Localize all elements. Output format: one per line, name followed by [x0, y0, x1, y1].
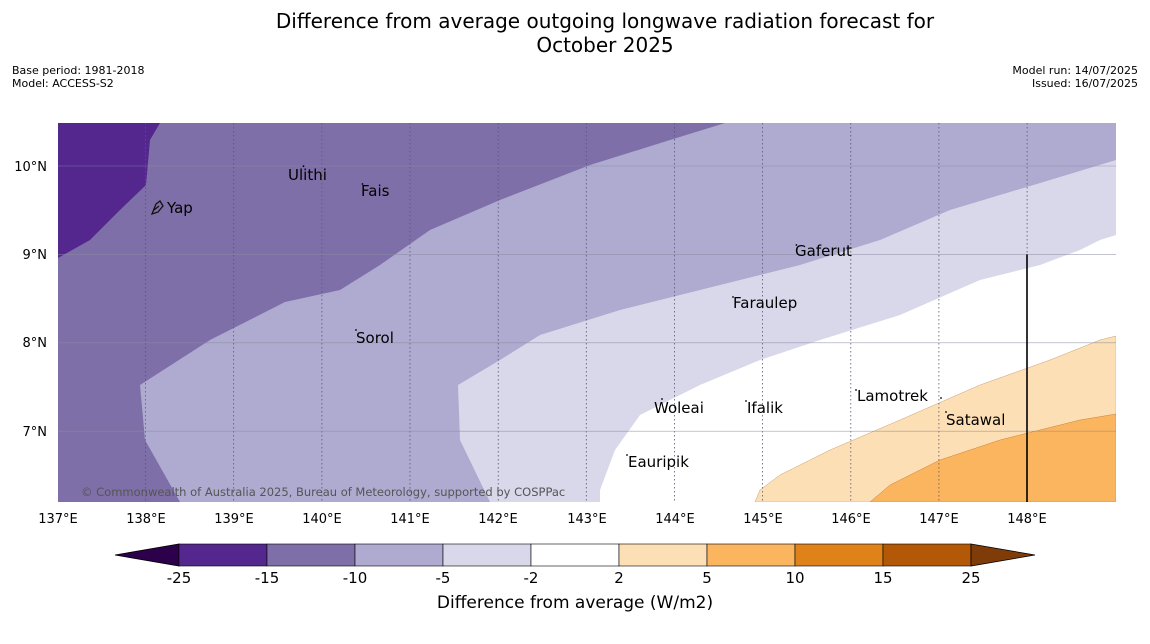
model-run: Model run: 14/07/2025: [1012, 64, 1138, 77]
colorbar-segment: [530, 543, 620, 567]
colorbar-segment: [794, 543, 884, 567]
colorbar-segment: [618, 543, 708, 567]
place-label-yap: Yap: [166, 199, 193, 217]
lat-axis-labels: 10°N 9°N 8°N 7°N: [14, 160, 47, 440]
place-marker: [626, 454, 628, 456]
place-label-fais: Fais: [361, 182, 390, 200]
colorbar-tick: -15: [255, 569, 280, 587]
place-marker: [795, 244, 798, 246]
place-marker: [945, 411, 947, 413]
title-line-2: October 2025: [536, 33, 674, 57]
colorbar-segment: [354, 543, 444, 567]
colorbar-high-extend: [970, 543, 1036, 567]
copyright-notice: © Commonwealth of Australia 2025, Bureau…: [81, 485, 565, 499]
band-minus25-to-minus15: [58, 123, 160, 258]
lon-label: 146°E: [831, 512, 871, 527]
colorbar-tick: -2: [524, 569, 539, 587]
colorbar-segment: [706, 543, 796, 567]
place-marker: [661, 398, 663, 400]
colorbar-tick: -10: [343, 569, 368, 587]
place-marker: [745, 400, 747, 402]
lon-label: 139°E: [214, 512, 254, 527]
place-markers: [302, 165, 947, 456]
place-label-faraulep: Faraulep: [733, 294, 797, 312]
lon-label: 141°E: [390, 512, 430, 527]
place-label-ulithi: Ulithi: [288, 166, 327, 184]
colorbar-tick-labels: -25 -15 -10 -5 -2 2 5 10 15 25: [167, 569, 981, 587]
place-marker: [940, 397, 942, 399]
colorbar-tick: -25: [167, 569, 192, 587]
lat-label: 9°N: [23, 248, 48, 263]
place-label-woleai: Woleai: [654, 399, 704, 417]
lon-label: 138°E: [126, 512, 166, 527]
lon-axis-labels: 137°E 138°E 139°E 140°E 141°E 142°E 143°…: [38, 512, 1047, 527]
colorbar-tick: -5: [436, 569, 451, 587]
place-label-sorol: Sorol: [356, 329, 394, 347]
place-marker: [855, 389, 857, 391]
metadata-left: Base period: 1981-2018 Model: ACCESS-S2: [12, 64, 145, 90]
graticule: [58, 123, 1116, 502]
colorbar-label: Difference from average (W/m2): [436, 593, 714, 613]
issued-date: Issued: 16/07/2025: [1031, 76, 1138, 90]
place-label-gaferut: Gaferut: [795, 242, 852, 260]
colorbar-tick: 25: [961, 569, 980, 587]
lon-label: 140°E: [302, 512, 342, 527]
place-label-lamotrek: Lamotrek: [857, 387, 928, 405]
lon-label: 148°E: [1007, 512, 1047, 527]
yap-island-icon: [150, 200, 164, 216]
place-labels: Yap Ulithi Fais Gaferut Faraulep Sorol L…: [166, 166, 1005, 471]
colorbar: [114, 543, 1036, 567]
anomaly-contours: [58, 123, 1116, 502]
colorbar-segment: [882, 543, 972, 567]
colorbar-segment: [442, 543, 532, 567]
lat-label: 7°N: [23, 425, 48, 440]
place-label-satawal: Satawal: [946, 411, 1005, 429]
place-marker: [361, 183, 364, 185]
lon-label: 144°E: [655, 512, 695, 527]
colorbar-tick: 2: [614, 569, 624, 587]
place-marker: [355, 329, 357, 331]
lat-label: 10°N: [14, 160, 47, 175]
lat-label: 8°N: [23, 336, 48, 351]
colorbar-tick: 15: [873, 569, 892, 587]
colorbar-low-extend: [114, 543, 180, 567]
colorbar-segment: [178, 543, 268, 567]
map-title: Difference from average outgoing longwav…: [0, 9, 1150, 57]
lon-label: 147°E: [919, 512, 959, 527]
title-line-1: Difference from average outgoing longwav…: [275, 9, 935, 33]
lon-label: 137°E: [38, 512, 78, 527]
lon-label: 142°E: [478, 512, 518, 527]
colorbar-tick: 5: [702, 569, 712, 587]
colorbar-tick: 10: [785, 569, 804, 587]
lon-label: 145°E: [743, 512, 783, 527]
metadata-right: Model run: 14/07/2025 Issued: 16/07/2025: [1012, 64, 1138, 90]
place-label-eauripik: Eauripik: [628, 453, 689, 471]
colorbar-segment: [266, 543, 356, 567]
model-name: Model: ACCESS-S2: [12, 76, 114, 90]
place-marker: [302, 165, 305, 168]
base-period: Base period: 1981-2018: [12, 64, 145, 77]
lon-label: 143°E: [567, 512, 607, 527]
place-label-ifalik: Ifalik: [747, 399, 783, 417]
band-5-to-10: [869, 413, 1116, 502]
place-marker: [732, 296, 734, 298]
